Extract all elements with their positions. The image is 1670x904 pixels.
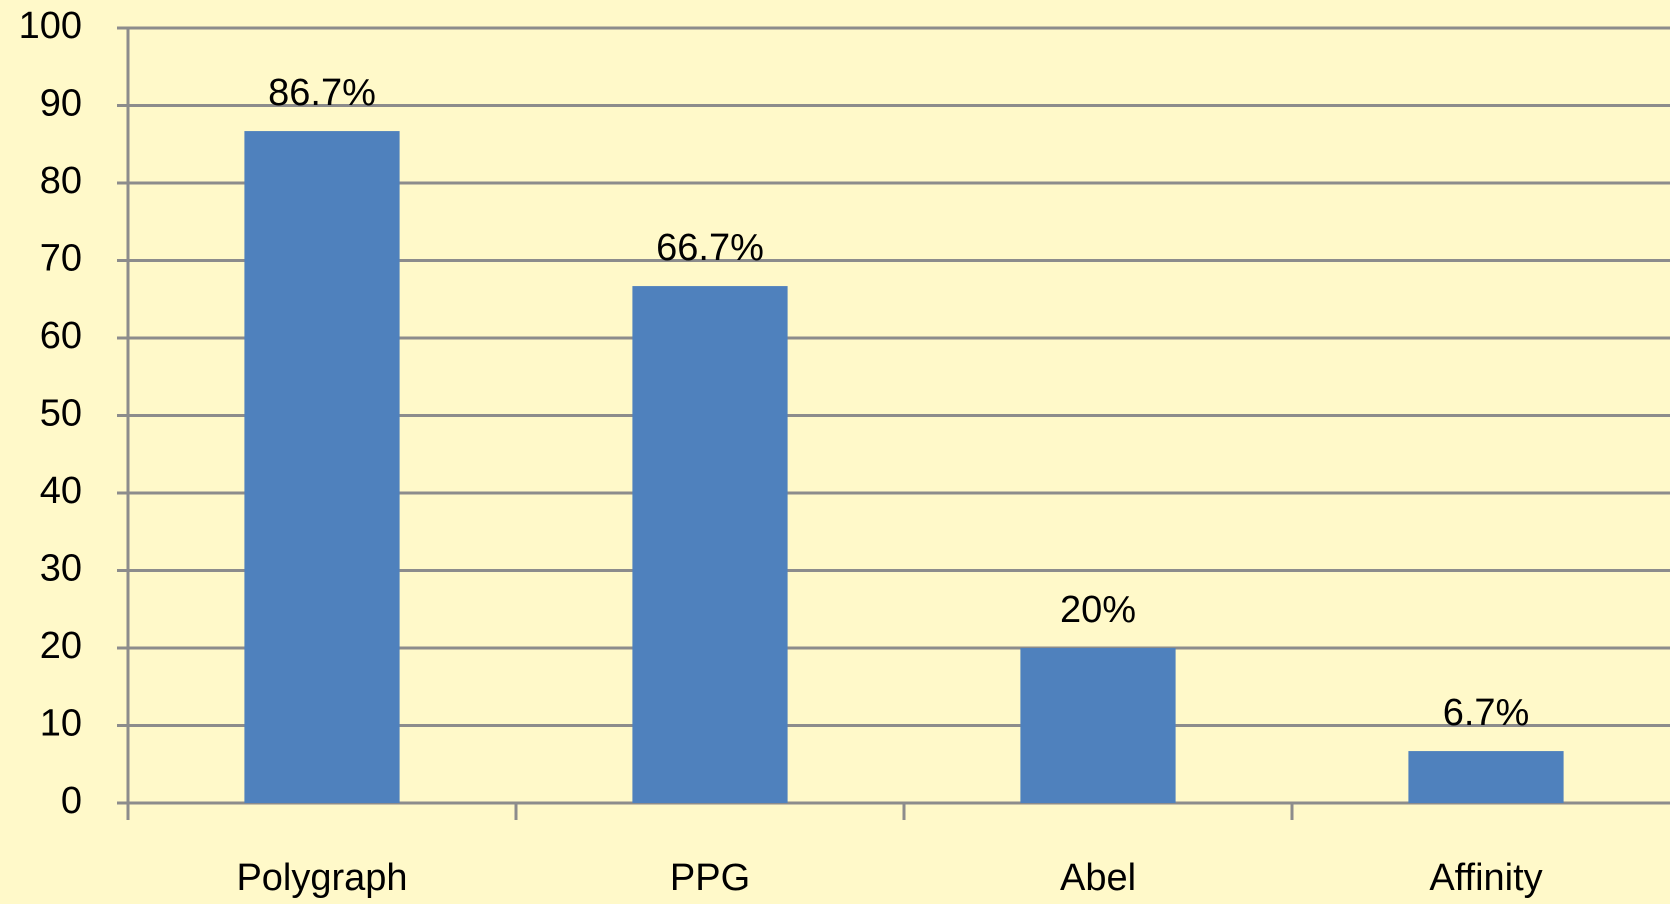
value-label: 20% xyxy=(1060,589,1136,631)
value-label: 66.7% xyxy=(656,227,764,269)
bar xyxy=(1020,648,1176,803)
value-label: 6.7% xyxy=(1443,692,1530,734)
y-tick-label: 70 xyxy=(40,238,82,280)
x-tick-label: Affinity xyxy=(1429,857,1542,899)
y-tick-label: 100 xyxy=(19,5,82,47)
x-tick-label: PPG xyxy=(670,857,750,899)
y-tick-label: 0 xyxy=(61,780,82,822)
value-label: 86.7% xyxy=(268,72,376,114)
bar xyxy=(1408,751,1564,803)
y-tick-label: 10 xyxy=(40,703,82,745)
bar xyxy=(632,286,788,803)
y-tick-label: 90 xyxy=(40,83,82,125)
x-tick-label: Polygraph xyxy=(236,857,407,899)
y-tick-label: 60 xyxy=(40,315,82,357)
bar xyxy=(244,131,400,803)
y-tick-label: 30 xyxy=(40,548,82,590)
y-tick-label: 50 xyxy=(40,393,82,435)
y-tick-label: 80 xyxy=(40,160,82,202)
y-tick-label: 20 xyxy=(40,625,82,667)
x-tick-label: Abel xyxy=(1060,857,1136,899)
y-tick-label: 40 xyxy=(40,470,82,512)
